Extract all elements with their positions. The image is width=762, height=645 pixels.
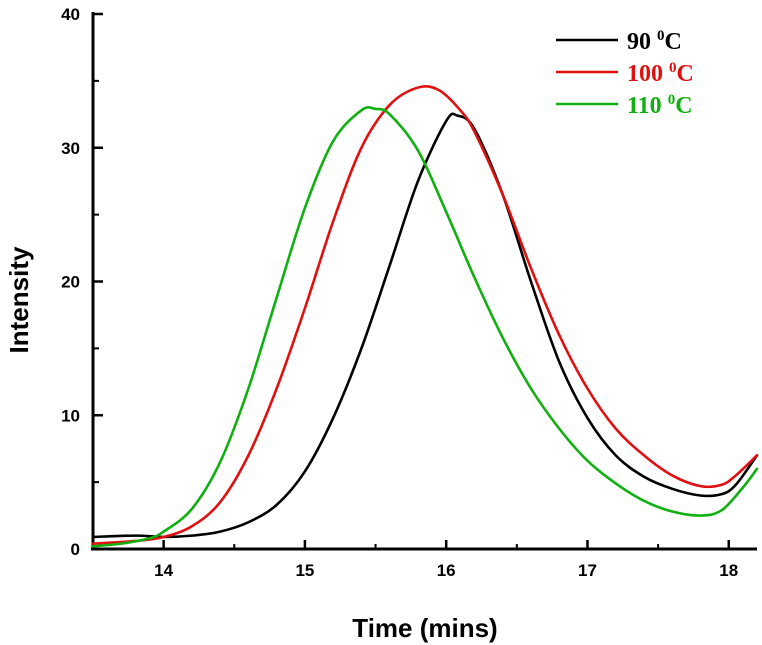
y-tick-label: 40 — [61, 5, 80, 24]
y-tick-label: 10 — [61, 406, 80, 425]
x-tick-label: 17 — [578, 561, 597, 580]
legend-label-2: 110 0C — [627, 92, 693, 119]
plot-lines — [91, 85, 759, 548]
series-line-2 — [91, 106, 759, 548]
y-axis-title: Intensity — [4, 246, 34, 353]
y-axis: 0 10 20 30 40 — [61, 5, 103, 559]
x-tick-label: 18 — [719, 561, 738, 580]
y-tick-label: 20 — [61, 273, 80, 292]
y-tick-label: 0 — [71, 540, 80, 559]
x-tick-label: 14 — [154, 561, 173, 580]
series-line-0 — [91, 112, 759, 539]
x-tick-label: 15 — [295, 561, 314, 580]
x-axis-title: Time (mins) — [352, 613, 497, 643]
legend: 90 0C 100 0C 110 0C — [556, 28, 694, 119]
x-tick-label: 16 — [437, 561, 456, 580]
legend-label-0: 90 0C — [627, 28, 682, 55]
x-axis: 14 15 16 17 18 — [91, 540, 757, 580]
x-ticks: 14 15 16 17 18 — [154, 540, 738, 580]
y-ticks: 0 10 20 30 40 — [61, 5, 103, 559]
series-line-1 — [91, 85, 759, 545]
y-tick-label: 30 — [61, 139, 80, 158]
legend-label-1: 100 0C — [627, 60, 694, 87]
